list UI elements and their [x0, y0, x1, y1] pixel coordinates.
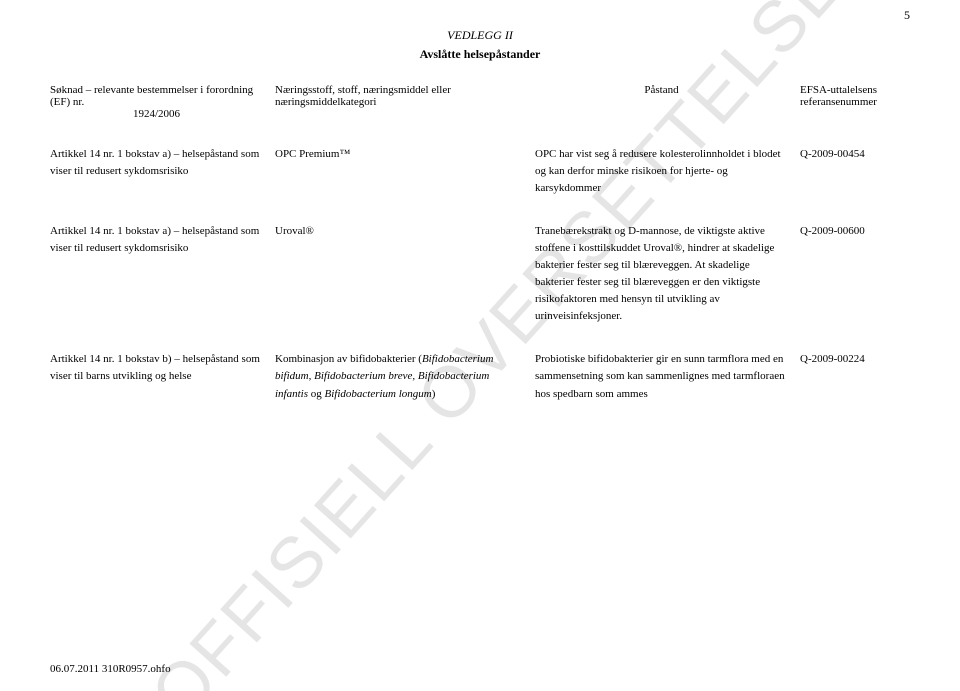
header-col2: Næringsstoff, stoff, næringsmiddel eller… — [275, 84, 535, 120]
row3-col1: Artikkel 14 nr. 1 bokstav b) – helsepåst… — [50, 351, 275, 402]
header-col1-line2: 1924/2006 — [50, 108, 263, 120]
table-row: Artikkel 14 nr. 1 bokstav a) – helsepåst… — [50, 223, 910, 325]
header-col1-line1: Søknad – relevante bestemmelser i forord… — [50, 84, 263, 108]
row3-col2: Kombinasjon av bifidobakterier (Bifidoba… — [275, 351, 535, 402]
table-row: Artikkel 14 nr. 1 bokstav a) – helsepåst… — [50, 146, 910, 197]
page-number: 5 — [904, 8, 910, 23]
row1-col4: Q-2009-00454 — [800, 146, 910, 197]
row1-col2: OPC Premium™ — [275, 146, 535, 197]
row2-col4: Q-2009-00600 — [800, 223, 910, 325]
header-col1: Søknad – relevante bestemmelser i forord… — [50, 84, 275, 120]
row2-col2: Uroval® — [275, 223, 535, 325]
table-header-row: Søknad – relevante bestemmelser i forord… — [50, 84, 910, 120]
row1-col1: Artikkel 14 nr. 1 bokstav a) – helsepåst… — [50, 146, 275, 197]
table-row: Artikkel 14 nr. 1 bokstav b) – helsepåst… — [50, 351, 910, 402]
heading-subtitle: Avslåtte helsepåstander — [50, 47, 910, 62]
heading-vedlegg: VEDLEGG II — [50, 28, 910, 43]
row3-col4: Q-2009-00224 — [800, 351, 910, 402]
page: 5 VEDLEGG II Avslåtte helsepåstander Søk… — [0, 0, 960, 691]
row2-col1: Artikkel 14 nr. 1 bokstav a) – helsepåst… — [50, 223, 275, 325]
header-col3: Påstand — [535, 84, 800, 120]
row1-col3: OPC har vist seg å redusere kolesterolin… — [535, 146, 800, 197]
row3-col3: Probiotiske bifidobakterier gir en sunn … — [535, 351, 800, 402]
row2-col3: Tranebærekstrakt og D-mannose, de viktig… — [535, 223, 800, 325]
footer: 06.07.2011 310R0957.ohfo — [50, 663, 171, 675]
header-col4: EFSA-uttalelsens referansenummer — [800, 84, 910, 120]
